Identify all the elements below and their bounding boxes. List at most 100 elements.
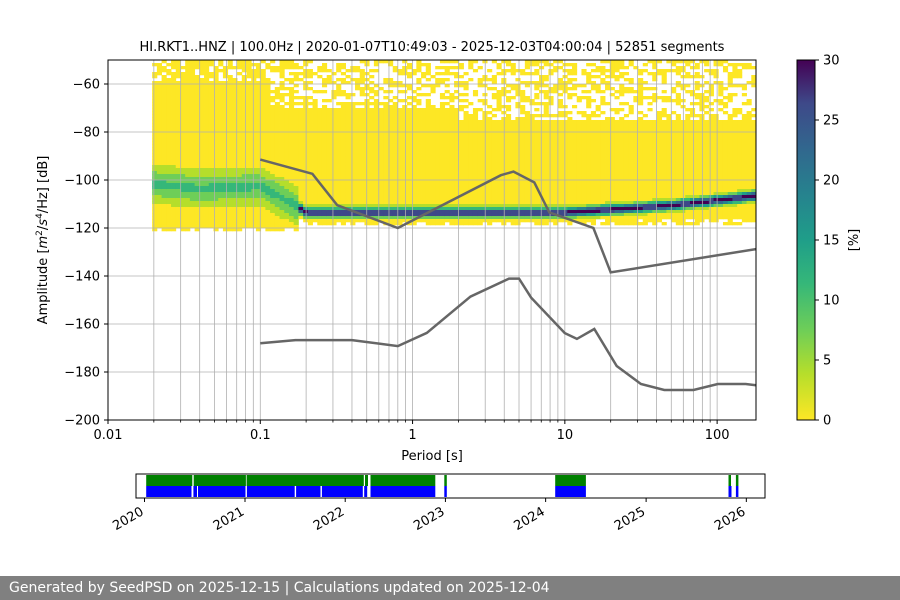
heatmap-cell [477, 156, 483, 160]
heatmap-cell [491, 153, 497, 157]
heatmap-cell [505, 108, 512, 112]
heatmap-cell [567, 81, 573, 85]
heatmap-cell [321, 222, 328, 226]
heatmap-cell [255, 213, 262, 217]
heatmap-cell [458, 132, 464, 136]
heatmap-cell [468, 63, 474, 67]
heatmap-cell [619, 66, 625, 70]
heatmap-cell [425, 204, 431, 208]
heatmap-cell [293, 156, 299, 160]
heatmap-cell [359, 72, 365, 76]
heatmap-cell [510, 198, 516, 202]
heatmap-cell [180, 90, 186, 94]
heatmap-cell [274, 183, 280, 187]
heatmap-cell [227, 192, 233, 196]
heatmap-cell [185, 216, 191, 220]
heatmap-cell [317, 156, 323, 160]
heatmap-cell [251, 171, 257, 175]
heatmap-cell [255, 111, 262, 115]
heatmap-cell [406, 75, 413, 79]
heatmap-cell [388, 153, 394, 157]
heatmap-cell [232, 144, 238, 148]
heatmap-cell [619, 174, 625, 178]
heatmap-cell [605, 159, 611, 163]
heatmap-cell [317, 186, 323, 190]
heatmap-cell [496, 210, 502, 214]
heatmap-cell [638, 87, 644, 91]
heatmap-cell [515, 189, 521, 193]
heatmap-cell [175, 219, 181, 223]
heatmap-cell [241, 69, 247, 73]
heatmap-cell [180, 75, 186, 79]
heatmap-cell [406, 72, 413, 76]
heatmap-cell [208, 147, 214, 151]
heatmap-cell [633, 156, 639, 160]
heatmap-cell [189, 180, 196, 184]
heatmap-cell [444, 141, 450, 145]
heatmap-cell [152, 162, 158, 166]
heatmap-cell [260, 90, 266, 94]
heatmap-cell [572, 207, 578, 211]
heatmap-cell [619, 210, 625, 214]
heatmap-cell [340, 222, 346, 226]
heatmap-cell [161, 225, 167, 229]
heatmap-cell [312, 201, 318, 205]
heatmap-cell [194, 81, 200, 85]
heatmap-cell [156, 189, 162, 193]
heatmap-cell [619, 153, 625, 157]
heatmap-cell [265, 222, 271, 226]
heatmap-cell [477, 135, 483, 139]
heatmap-cell [416, 66, 422, 70]
heatmap-cell [557, 168, 563, 172]
heatmap-cell [449, 99, 455, 103]
heatmap-cell [369, 207, 375, 211]
heatmap-cell [388, 141, 394, 145]
heatmap-cell [458, 192, 464, 196]
heatmap-cell [614, 186, 620, 190]
heatmap-cell [614, 189, 620, 193]
heatmap-cell [633, 132, 639, 136]
heatmap-cell [402, 69, 408, 73]
heatmap-cell [378, 132, 384, 136]
heatmap-cell [156, 108, 162, 112]
heatmap-cell [590, 111, 597, 115]
heatmap-cell [411, 114, 417, 118]
heatmap-cell [397, 213, 403, 217]
heatmap-cell [255, 102, 262, 106]
heatmap-cell [180, 150, 186, 154]
heatmap-cell [477, 132, 483, 136]
heatmap-cell [161, 159, 167, 163]
heatmap-cell [237, 120, 243, 124]
heatmap-cell [458, 201, 464, 205]
heatmap-cell [444, 114, 450, 118]
heatmap-cell [605, 138, 611, 142]
heatmap-cell [241, 225, 247, 229]
heatmap-cell [406, 123, 413, 127]
heatmap-cell [402, 108, 408, 112]
heatmap-cell [321, 78, 328, 82]
heatmap-cell [373, 189, 380, 193]
heatmap-cell [586, 147, 592, 151]
heatmap-cell [255, 174, 262, 178]
heatmap-cell [600, 156, 606, 160]
heatmap-cell [171, 135, 177, 139]
heatmap-cell [406, 87, 413, 91]
heatmap-cell [288, 138, 295, 142]
heatmap-cell [444, 147, 450, 151]
heatmap-cell [260, 141, 266, 145]
heatmap-cell [251, 174, 257, 178]
heatmap-cell [194, 108, 200, 112]
heatmap-cell [232, 153, 238, 157]
heatmap-cell [251, 225, 257, 229]
heatmap-cell [458, 186, 464, 190]
heatmap-cell [605, 117, 611, 121]
heatmap-cell [572, 138, 578, 142]
heatmap-cell [529, 213, 535, 217]
heatmap-cell [623, 159, 630, 163]
heatmap-cell [383, 156, 389, 160]
heatmap-cell [185, 141, 191, 145]
heatmap-cell [251, 168, 257, 172]
heatmap-cell [222, 219, 229, 223]
heatmap-cell [463, 138, 469, 142]
heatmap-cell [180, 213, 186, 217]
